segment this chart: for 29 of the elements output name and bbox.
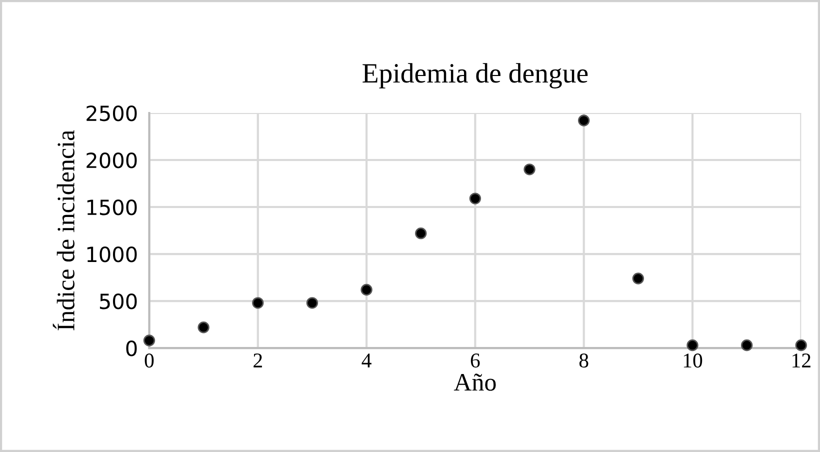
x-tick-label: 0 [144,354,154,368]
x-tick-label: 10 [684,354,702,368]
y-tick-label: 1000 [87,246,137,262]
point [740,339,753,352]
point [524,164,536,176]
y-tick-label: 1500 [87,199,137,216]
point [252,297,264,309]
x-tick-label: 4 [362,354,372,368]
x-tick-label: 6 [470,354,480,368]
point [360,284,372,296]
point [415,227,427,240]
y-axis-title: Índice de incidencia [52,130,74,330]
point [686,339,698,352]
y-tick-label: 2000 [86,152,137,168]
y-tick-label: 500 [100,293,137,310]
x-tick-label: 8 [579,354,588,368]
x-tick-label: 12 [792,354,810,368]
point [795,339,807,352]
point [198,322,210,334]
y-tick-label: 0 [126,340,137,356]
chart-title: Epidemia de dengue [362,63,588,88]
point [306,297,318,309]
point [632,272,644,284]
point [469,192,482,204]
x-axis-title: Año [454,374,496,391]
point [143,334,156,346]
y-tick-label: 2500 [86,105,137,122]
x-tick-label: 2 [254,354,262,368]
point [578,114,590,126]
